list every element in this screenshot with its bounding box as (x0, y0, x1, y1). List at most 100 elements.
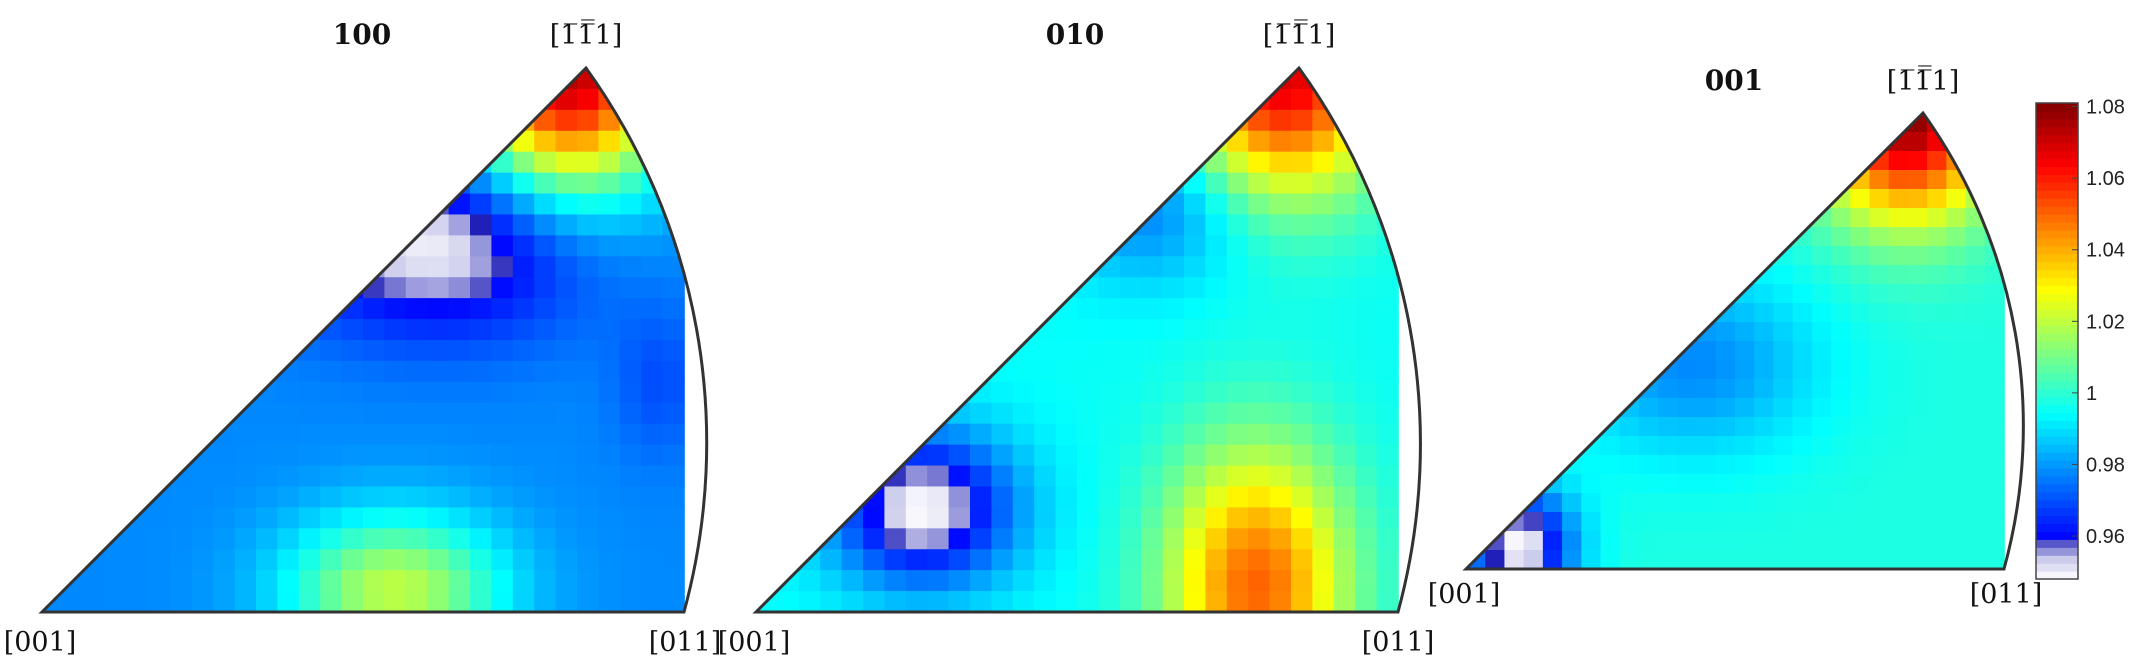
density-cell (756, 381, 779, 404)
density-cell (106, 88, 129, 111)
density-cell (127, 277, 150, 299)
density-cell (1248, 360, 1271, 383)
density-cell (1098, 423, 1121, 446)
density-cell (1831, 417, 1852, 437)
density-cell (1773, 531, 1794, 551)
density-cell (298, 193, 321, 216)
density-cell (298, 130, 321, 153)
density-cell (448, 256, 471, 279)
density-cell (820, 172, 843, 195)
density-cell (641, 465, 664, 488)
density-cell (1504, 322, 1525, 342)
density-cell (1162, 298, 1185, 320)
density-cell (363, 549, 386, 571)
density-cell (42, 570, 65, 592)
density-cell (619, 591, 642, 612)
density-cell (1205, 528, 1228, 551)
density-cell (1077, 298, 1100, 320)
density-cell (234, 298, 257, 320)
density-cell (970, 277, 993, 299)
density-cell (1523, 341, 1544, 361)
density-cell (1466, 417, 1487, 437)
density-cell (149, 214, 172, 237)
density-cell (927, 465, 950, 488)
density-cell (448, 340, 471, 362)
density-cell (1965, 322, 1986, 342)
density-cell (756, 465, 779, 488)
density-cell (1119, 591, 1142, 612)
density-cell (798, 88, 821, 111)
density-cell (1077, 256, 1100, 279)
density-cell (948, 465, 971, 488)
density-cell (970, 130, 993, 153)
density-cell (1638, 322, 1659, 342)
density-cell (1355, 486, 1378, 509)
density-cell (841, 360, 864, 383)
density-cell (191, 528, 214, 551)
density-cell (42, 256, 65, 279)
density-cell (491, 360, 514, 383)
density-cell (619, 570, 642, 592)
density-cell (191, 444, 214, 467)
density-cell (512, 507, 535, 530)
ipf-density-field (1466, 113, 2005, 569)
density-cell (991, 235, 1014, 258)
density-cell (619, 319, 642, 341)
density-cell (1162, 193, 1185, 216)
density-cell (1658, 341, 1679, 361)
density-cell (491, 549, 514, 571)
density-cell (1119, 214, 1142, 237)
density-cell (619, 381, 642, 404)
density-cell (1773, 303, 1794, 323)
density-cell (1869, 455, 1890, 475)
density-cell (1754, 398, 1775, 418)
density-cell (1119, 528, 1142, 551)
density-cell (1984, 341, 2005, 361)
density-cell (1715, 170, 1736, 190)
density-cell (555, 444, 578, 467)
colorbar-band (2036, 206, 2078, 215)
density-cell (970, 465, 993, 488)
density-cell (1055, 235, 1078, 258)
colorbar-band (2036, 293, 2078, 302)
density-cell (1333, 193, 1356, 216)
density-cell (213, 591, 236, 612)
density-cell (256, 507, 279, 530)
density-cell (534, 109, 557, 132)
density-cell (1119, 130, 1142, 153)
density-cell (534, 298, 557, 320)
density-cell (1888, 227, 1909, 247)
density-cell (256, 549, 279, 571)
density-cell (1312, 402, 1335, 425)
density-cell (1485, 436, 1506, 456)
density-cell (191, 340, 214, 362)
density-cell (256, 109, 279, 132)
density-cell (598, 591, 621, 612)
density-cell (298, 465, 321, 488)
density-cell (555, 88, 578, 111)
density-cell (1312, 486, 1335, 509)
density-cell (970, 507, 993, 530)
density-cell (1523, 455, 1544, 475)
density-cell (1792, 284, 1813, 304)
density-cell (1638, 303, 1659, 323)
density-cell (106, 444, 129, 467)
density-cell (1946, 398, 1967, 418)
density-cell (1965, 246, 1986, 266)
density-cell (534, 444, 557, 467)
density-cell (1600, 113, 1621, 133)
density-cell (106, 68, 129, 90)
density-cell (577, 444, 600, 467)
density-cell (448, 130, 471, 153)
density-cell (84, 340, 107, 362)
density-cell (1658, 398, 1679, 418)
density-cell (884, 402, 907, 425)
density-cell (1907, 398, 1928, 418)
density-cell (341, 402, 364, 425)
density-cell (777, 68, 800, 90)
density-cell (577, 235, 600, 258)
density-cell (577, 88, 600, 111)
density-cell (1754, 170, 1775, 190)
density-cell (341, 88, 364, 111)
density-cell (991, 486, 1014, 509)
